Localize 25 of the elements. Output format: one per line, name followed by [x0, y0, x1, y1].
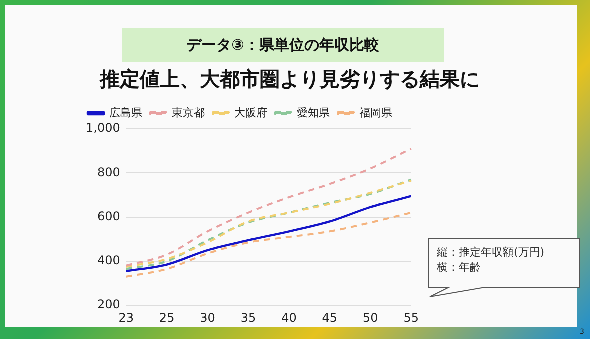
legend-label: 広島県 [110, 106, 142, 120]
chart-title: データ③：県単位の年収比較 [122, 28, 444, 62]
y-tick-label: 1,000 [86, 121, 120, 136]
x-tick-label: 55 [404, 310, 420, 325]
text: 縦：推定年収額(万円) [437, 245, 546, 260]
legend-label: 東京都 [172, 106, 205, 120]
legend-label: 大阪府 [234, 106, 268, 120]
chart-subtitle: 推定値上、大都市圏より見劣りする結果に [98, 66, 481, 93]
y-tick-label: 600 [97, 209, 120, 224]
y-tick-label: 800 [97, 165, 120, 180]
y-tick-label: 400 [97, 254, 120, 268]
x-tick-label: 40 [282, 310, 297, 325]
x-tick-label: 30 [200, 310, 216, 325]
line-series [125, 148, 412, 267]
line-series [125, 212, 412, 278]
x-tick-label: 23 [118, 310, 134, 325]
x-tick-label: 35 [240, 310, 256, 325]
y-tick-label: 200 [97, 298, 120, 312]
line-series [125, 195, 412, 272]
x-tick-label: 45 [322, 310, 338, 325]
legend-label: 愛知県 [297, 106, 330, 120]
text: 横：年齢 [437, 260, 482, 275]
legend-label: 福岡県 [360, 106, 392, 120]
x-tick-label: 50 [363, 310, 378, 325]
x-tick-label: 25 [159, 310, 175, 325]
